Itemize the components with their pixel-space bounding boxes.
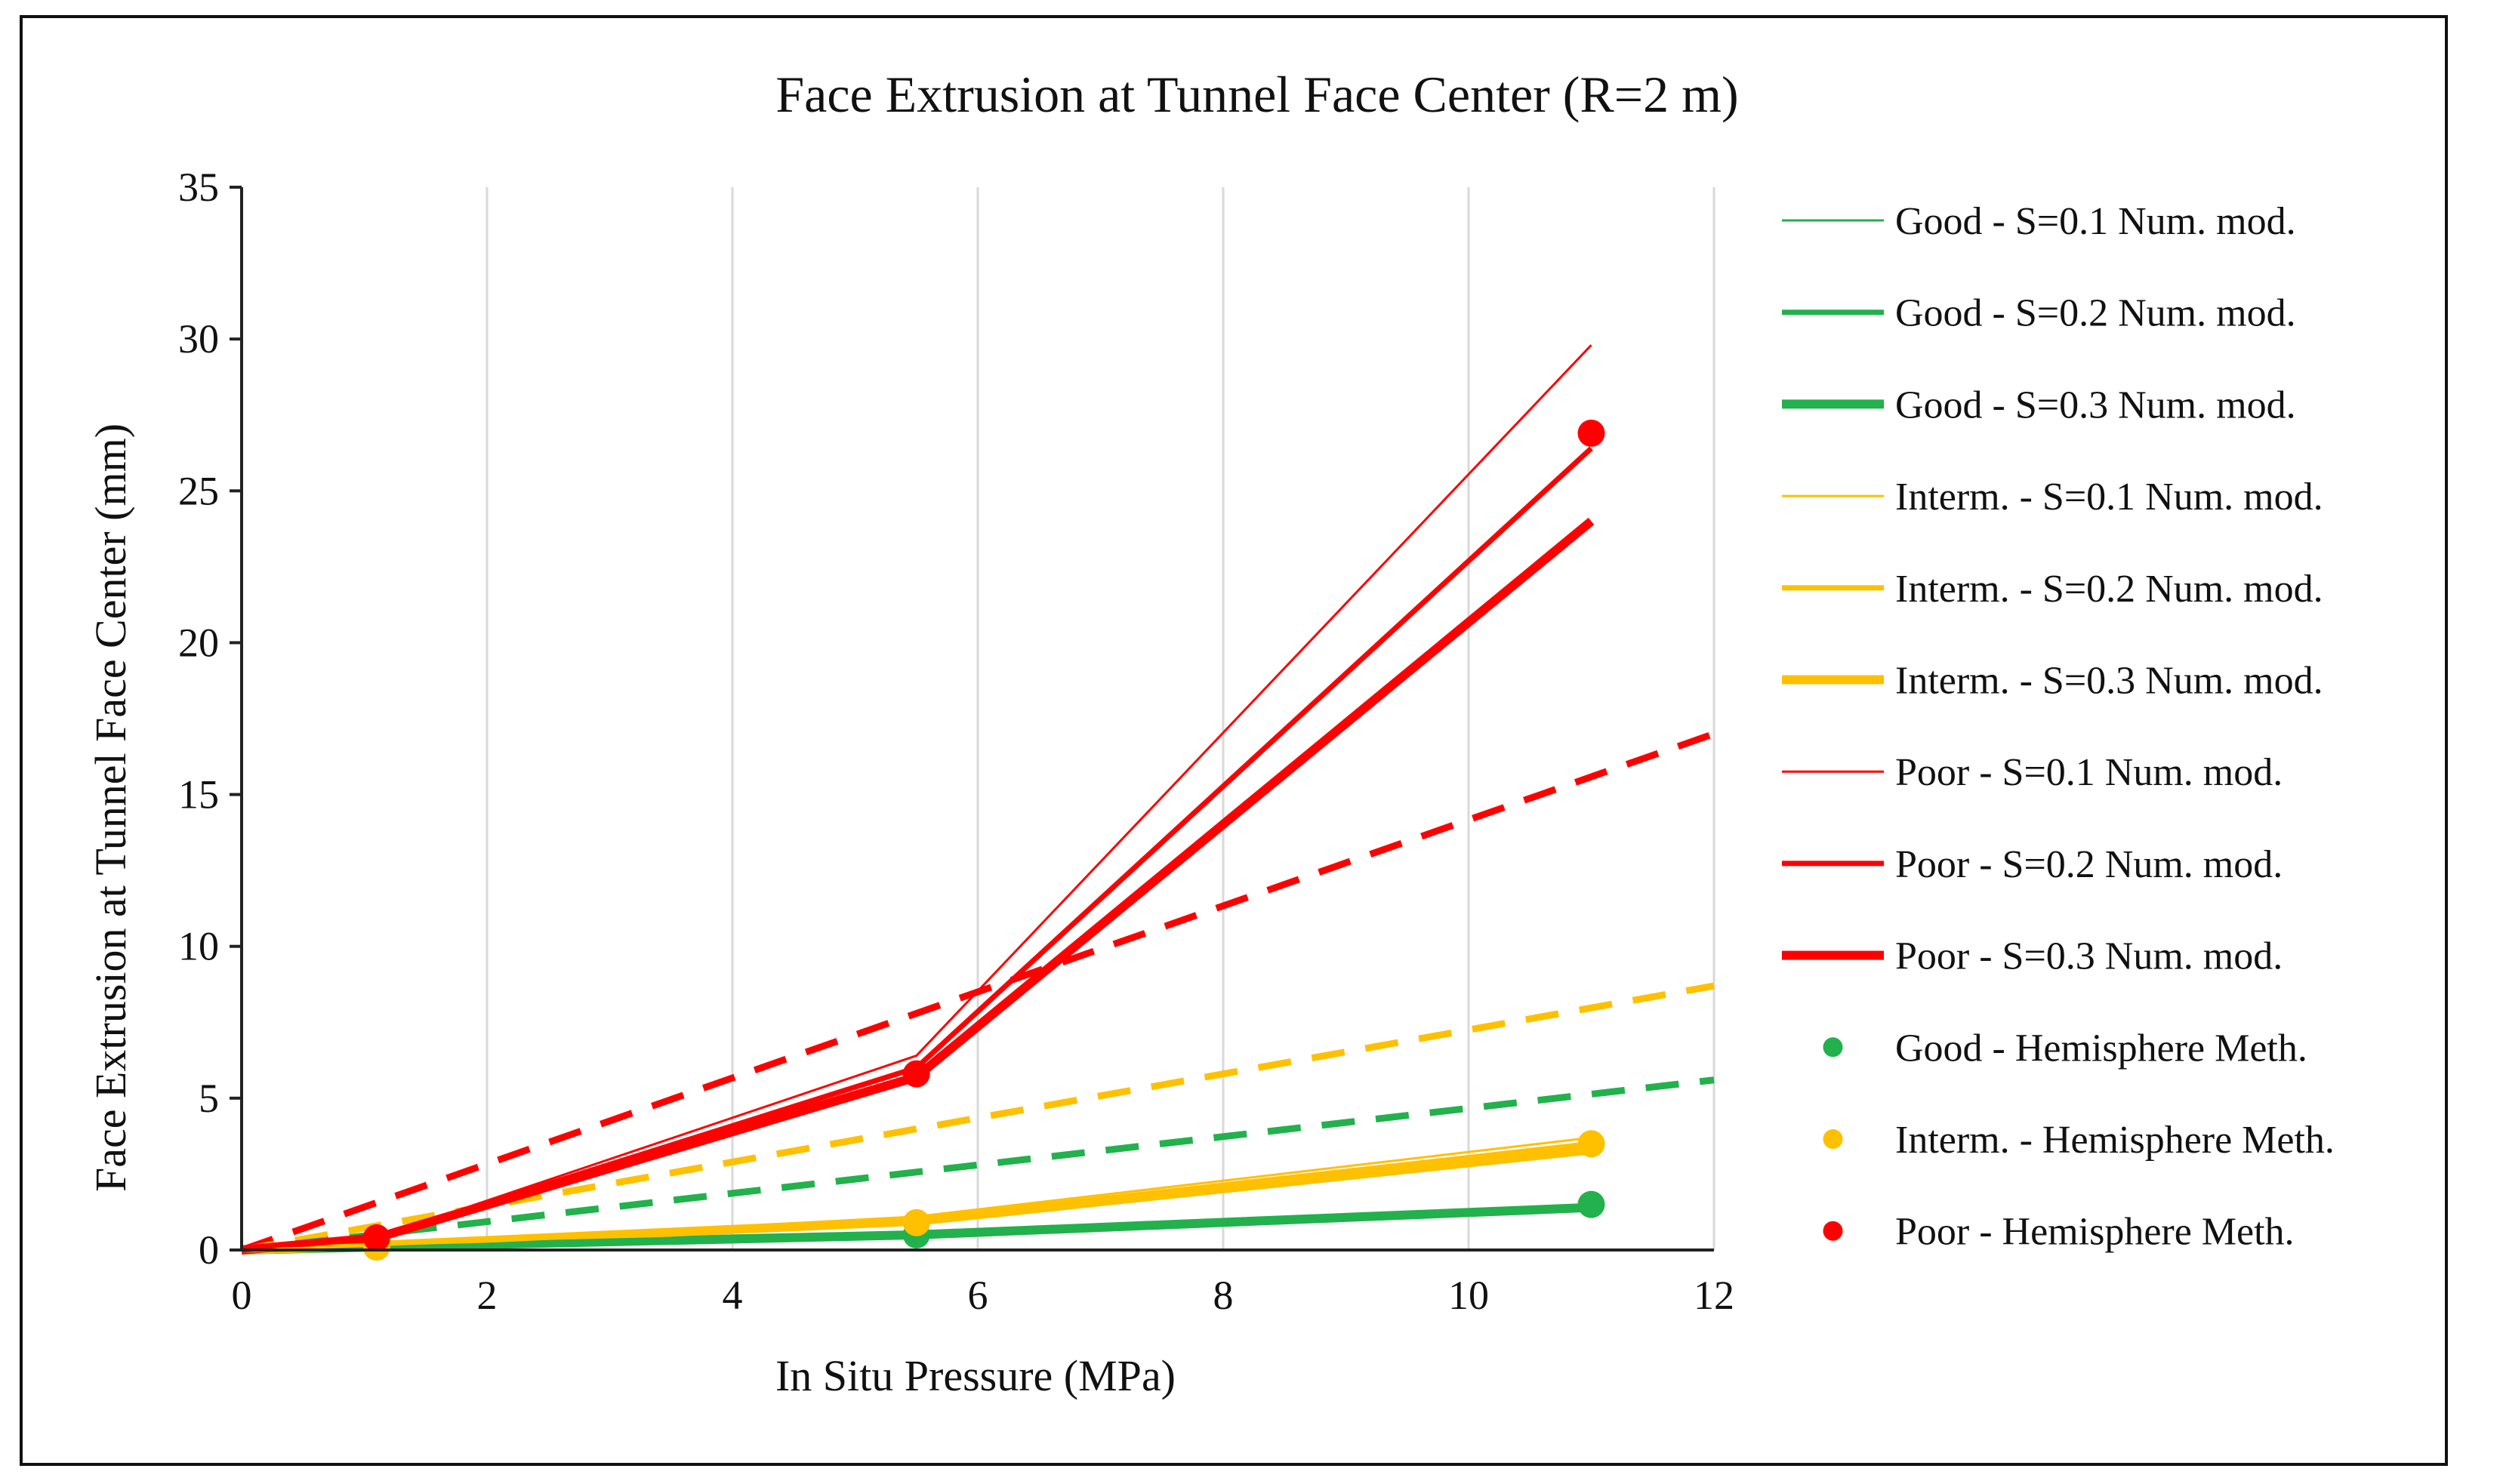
y-tick-label-1: 5: [199, 1076, 219, 1121]
y-axis-label: Face Extrusion at Tunnel Face Center (mm…: [86, 423, 135, 1192]
legend-label-0: Good - S=0.1 Num. mod.: [1895, 200, 2296, 243]
y-tick-label-5: 25: [178, 468, 219, 513]
legend-label-1: Good - S=0.2 Num. mod.: [1895, 292, 2296, 335]
y-tick-labels: 0 5 10 15 20 25 30 35: [178, 165, 219, 1273]
x-tick-label-1: 2: [477, 1273, 498, 1318]
series-10-point-2: [1577, 1130, 1605, 1158]
x-tick-label-2: 4: [723, 1273, 743, 1318]
series-points: [362, 419, 1605, 1261]
series-line-8: [241, 517, 1595, 1255]
legend-label-5: Interm. - S=0.3 Num. mod.: [1895, 660, 2323, 703]
axes: [230, 186, 1714, 1252]
gridlines: [485, 187, 1715, 1250]
series-11-point-2: [1577, 419, 1605, 447]
series-lines: [241, 344, 1595, 1255]
y-tick-label-2: 10: [178, 924, 219, 969]
legend-swatch-9: [1823, 1037, 1843, 1058]
legend-label-11: Poor - Hemisphere Meth.: [1895, 1211, 2295, 1254]
x-tick-label-5: 10: [1448, 1273, 1489, 1318]
y-tick-label-6: 30: [178, 316, 219, 362]
y-tick-label-4: 20: [178, 620, 219, 665]
series-10-point-1: [902, 1208, 930, 1236]
x-tick-labels: 0 2 4 6 8 10 12: [232, 1273, 1735, 1318]
series-line-6: [241, 344, 1592, 1252]
legend-swatch-11: [1823, 1221, 1843, 1241]
legend-label-9: Good - Hemisphere Meth.: [1895, 1027, 2307, 1070]
legend: Good - S=0.1 Num. mod. Good - S=0.2 Num. …: [1782, 200, 2335, 1254]
legend-label-4: Interm. - S=0.2 Num. mod.: [1895, 568, 2323, 611]
legend-label-7: Poor - S=0.2 Num. mod.: [1895, 843, 2283, 886]
legend-label-2: Good - S=0.3 Num. mod.: [1895, 383, 2296, 426]
x-axis-label: In Situ Pressure (MPa): [775, 1351, 1176, 1400]
y-tick-label-0: 0: [199, 1227, 219, 1273]
x-tick-label-6: 12: [1694, 1273, 1734, 1318]
chart-title: Face Extrusion at Tunnel Face Center (R=…: [775, 66, 1738, 123]
legend-label-3: Interm. - S=0.1 Num. mod.: [1895, 476, 2323, 519]
series-line-3: [241, 1136, 1592, 1252]
x-tick-label-0: 0: [232, 1273, 252, 1318]
legend-label-6: Poor - S=0.1 Num. mod.: [1895, 751, 2283, 794]
legend-swatch-10: [1823, 1129, 1843, 1149]
x-tick-label-4: 8: [1213, 1273, 1234, 1318]
series-9-point-2: [1577, 1190, 1605, 1218]
trendline-2: [241, 1076, 1715, 1254]
legend-label-10: Interm. - Hemisphere Meth.: [1895, 1119, 2335, 1162]
series-11-point-1: [902, 1060, 930, 1088]
x-tick-label-3: 6: [968, 1273, 988, 1318]
y-tick-label-3: 15: [178, 772, 219, 817]
legend-label-8: Poor - S=0.3 Num. mod.: [1895, 935, 2283, 978]
series-11-point-0: [362, 1224, 390, 1252]
y-tick-label-7: 35: [178, 165, 219, 210]
